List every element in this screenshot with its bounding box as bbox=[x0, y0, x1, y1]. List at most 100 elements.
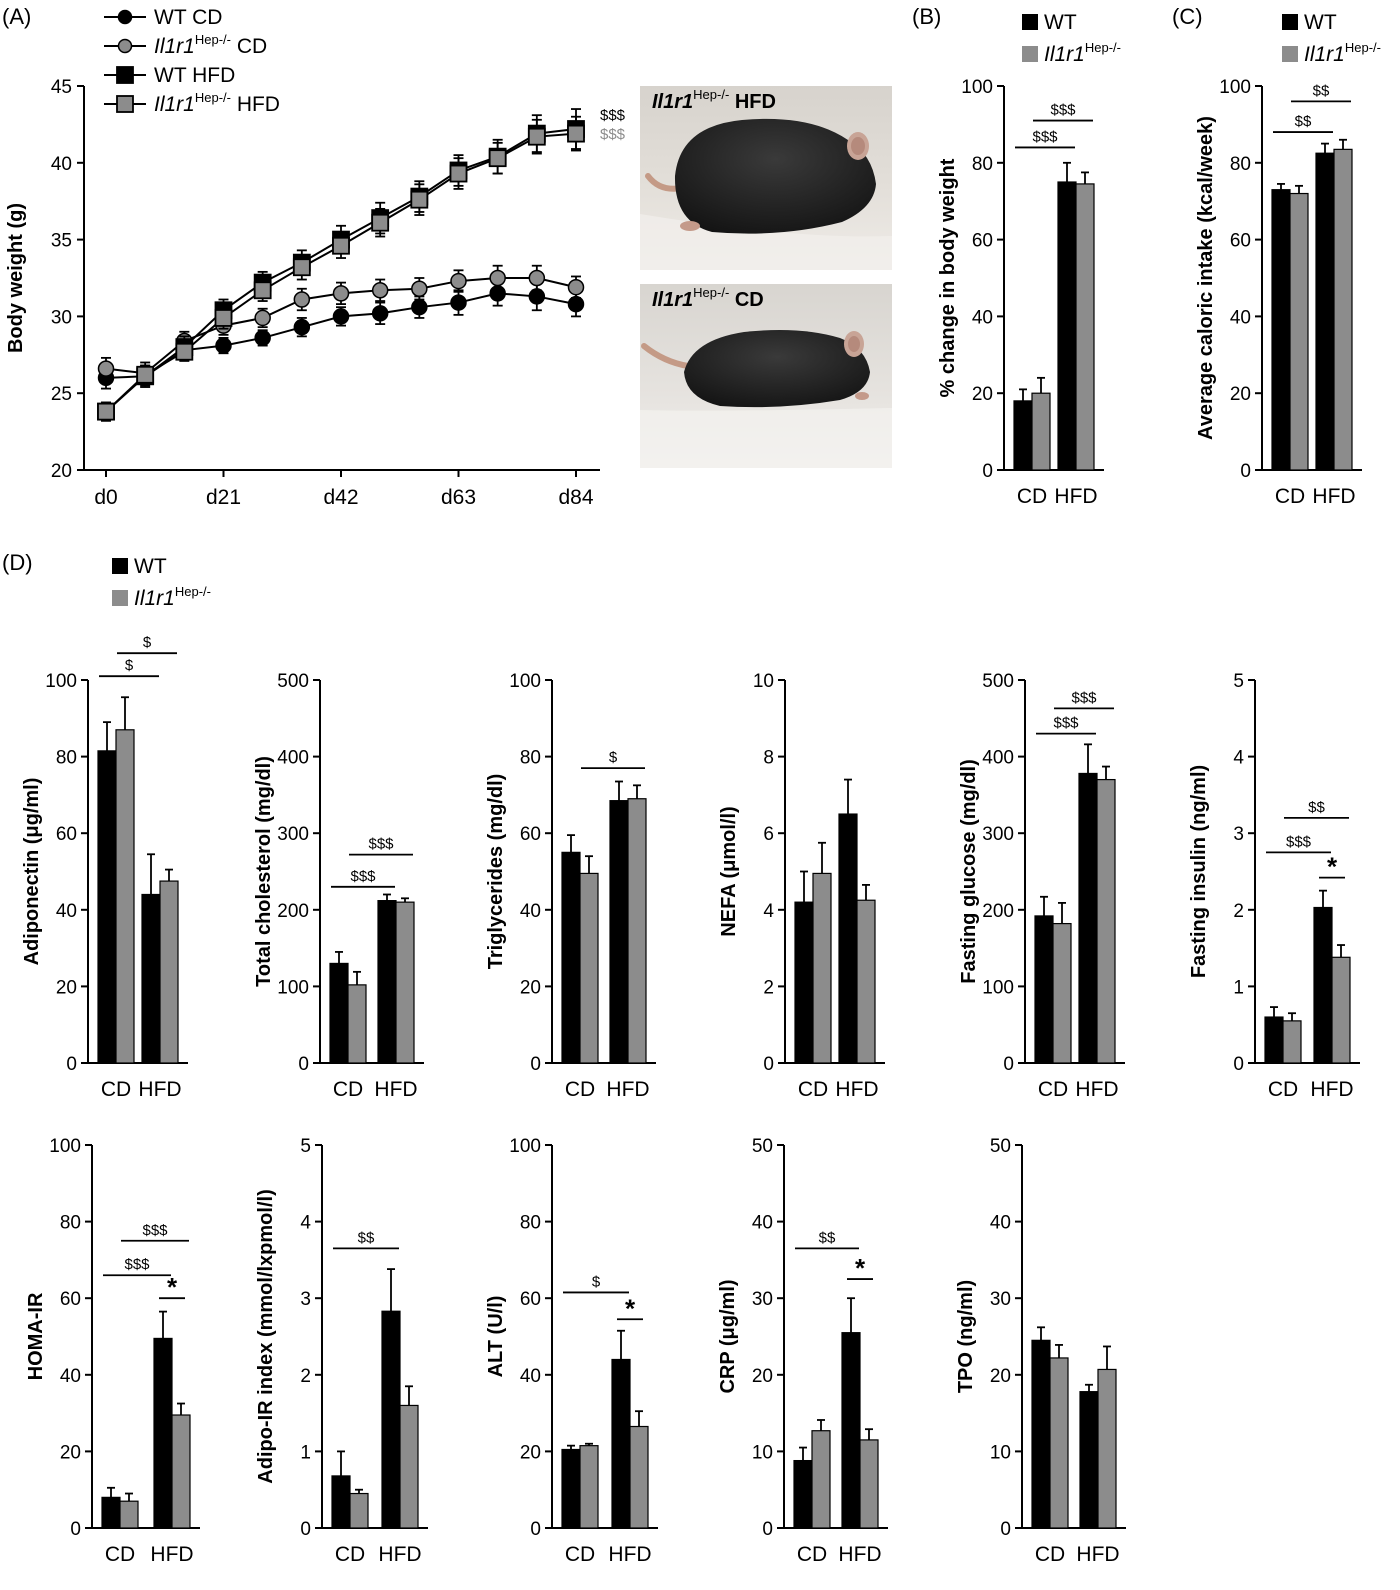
y-tick-label: 0 bbox=[1003, 1054, 1014, 1075]
bar-cd-ko bbox=[119, 1500, 139, 1529]
data-point bbox=[292, 258, 311, 277]
y-tick-label: 0 bbox=[1233, 1054, 1244, 1075]
legend-item-wt-cd: WT CD bbox=[104, 6, 222, 29]
y-tick-label: 0 bbox=[300, 1519, 311, 1540]
y-tick-label: 300 bbox=[277, 824, 309, 845]
y-tick-label: 1 bbox=[300, 1442, 311, 1463]
y-tick-label: 20 bbox=[51, 461, 72, 482]
category-label: CD bbox=[565, 1078, 595, 1101]
bar-hfd-wt bbox=[611, 1358, 631, 1529]
legend-suffix: HFD bbox=[186, 64, 235, 87]
bar-hfd-ko bbox=[399, 1404, 419, 1529]
legend-item-wt-hfd: WT HFD bbox=[104, 64, 235, 87]
category-label: CD bbox=[1017, 485, 1047, 508]
series-il1r1hep-hfd bbox=[97, 115, 585, 421]
chart-adipoir: 0 1 2 3 4 5 Adipo-IR index (mmol/lxpmol/l) CD HF… bbox=[255, 1136, 428, 1566]
significance-label: $ bbox=[143, 634, 152, 651]
y-tick-label: 100 bbox=[982, 977, 1014, 998]
legend-b-ko: Il1r1Hep-/- bbox=[1044, 40, 1121, 66]
bar-hfd-ko bbox=[395, 901, 415, 1064]
y-tick-label: 500 bbox=[277, 671, 309, 692]
y-tick-label: 80 bbox=[60, 1213, 81, 1234]
y-tick-label: 100 bbox=[509, 1136, 541, 1157]
data-point bbox=[410, 190, 429, 209]
mouse-photo-cd: Il1r1Hep-/- CD bbox=[640, 284, 892, 468]
chart-crp: 0 10 20 30 40 50 CRP (μg/ml) CD HFD $$ * bbox=[717, 1136, 888, 1566]
bar-cd-ko bbox=[579, 872, 599, 1064]
chart-B: 0 20 40 60 80 100 % change in body weight CD HFD… bbox=[937, 77, 1104, 508]
category-label: CD bbox=[565, 1543, 595, 1566]
data-point bbox=[449, 164, 468, 183]
data-point bbox=[527, 127, 546, 146]
y-tick-label: 10 bbox=[752, 1442, 773, 1463]
bar-cd-wt bbox=[1031, 1339, 1051, 1529]
chart-homa: 0 20 40 60 80 100 HOMA-IR CD HFD $$$ $$$ * bbox=[25, 1136, 200, 1566]
bar-hfd-wt bbox=[377, 900, 397, 1064]
bar-cd-wt bbox=[793, 1459, 813, 1529]
chart-adiponectin: 0 20 40 60 80 100 Adiponectin (μg/ml) CD HFD $ $ bbox=[21, 634, 188, 1101]
y-tick-label: 45 bbox=[51, 77, 72, 98]
y-tick-label: 30 bbox=[990, 1289, 1011, 1310]
y-tick-label: 200 bbox=[277, 901, 309, 922]
photo-label-cd: Il1r1Hep-/- CD bbox=[652, 285, 764, 311]
bar-cd-ko bbox=[1282, 1020, 1302, 1064]
y-tick-label: 40 bbox=[990, 1213, 1011, 1234]
y-tick-label: 3 bbox=[1233, 824, 1244, 845]
chart-alt: 0 20 40 60 80 100 ALT (U/l) CD HFD $ * bbox=[485, 1136, 658, 1566]
y-tick-label: 0 bbox=[982, 461, 993, 482]
data-point bbox=[215, 337, 232, 354]
y-tick-label: 80 bbox=[520, 1213, 541, 1234]
y-axis-label: ALT (U/l) bbox=[485, 1296, 507, 1378]
series-wt-hfd bbox=[97, 108, 585, 422]
bar-cd-wt bbox=[1271, 189, 1291, 471]
legend-suffix: CD bbox=[231, 35, 267, 58]
bar-hfd-wt bbox=[1057, 181, 1077, 471]
x-tick-label: d84 bbox=[558, 486, 593, 509]
category-label: CD bbox=[105, 1543, 135, 1566]
y-tick-label: 10 bbox=[990, 1442, 1011, 1463]
legend-b-wt: WT bbox=[1044, 11, 1077, 34]
x-tick-label: d42 bbox=[323, 486, 358, 509]
y-axis-label: TPO (ng/ml) bbox=[955, 1280, 977, 1393]
y-tick-label: 200 bbox=[982, 901, 1014, 922]
bar-cd-ko bbox=[1289, 192, 1309, 471]
bar-cd-wt bbox=[331, 1475, 351, 1529]
significance-label: $ bbox=[125, 657, 134, 674]
y-tick-label: 0 bbox=[298, 1054, 309, 1075]
star-label: * bbox=[167, 1272, 178, 1302]
panel-d-legend: WT Il1r1Hep-/- bbox=[112, 555, 211, 610]
y-tick-label: 40 bbox=[520, 1366, 541, 1387]
data-point bbox=[254, 329, 271, 347]
data-point bbox=[371, 282, 389, 299]
y-tick-label: 300 bbox=[982, 824, 1014, 845]
body-weight-line-chart: 20 25 30 35 40 45 d0 d21 d42 d63 d84 Body weight (g… bbox=[5, 77, 626, 509]
y-tick-label: 4 bbox=[300, 1213, 311, 1234]
data-point bbox=[214, 309, 233, 327]
y-tick-label: 100 bbox=[45, 671, 77, 692]
data-point bbox=[332, 236, 350, 255]
bar-cd-ko bbox=[115, 729, 135, 1064]
legend-c-ko: Il1r1Hep-/- bbox=[1304, 40, 1381, 66]
panel-b-legend: WT Il1r1Hep-/- bbox=[1022, 11, 1121, 66]
significance-label: $$ bbox=[819, 1229, 836, 1246]
y-tick-label: 50 bbox=[752, 1136, 773, 1157]
y-tick-label: 80 bbox=[972, 154, 993, 175]
significance-label: $$ bbox=[1295, 113, 1312, 130]
bar-hfd-ko bbox=[1097, 1368, 1117, 1529]
category-label: HFD bbox=[838, 1543, 881, 1566]
y-tick-label: 10 bbox=[753, 671, 774, 692]
bar-cd-wt bbox=[97, 750, 117, 1064]
category-label: CD bbox=[1035, 1543, 1065, 1566]
y-tick-label: 60 bbox=[520, 824, 541, 845]
bar-hfd-wt bbox=[141, 893, 161, 1064]
y-tick-label: 2 bbox=[1233, 901, 1244, 922]
y-tick-label: 20 bbox=[752, 1366, 773, 1387]
bar-hfd-wt bbox=[838, 813, 858, 1064]
legend-sup: Hep-/- bbox=[195, 90, 231, 105]
y-tick-label: 40 bbox=[520, 901, 541, 922]
bar-hfd-ko bbox=[1096, 778, 1116, 1064]
category-label: HFD bbox=[1310, 1078, 1353, 1101]
legend-marker bbox=[117, 38, 133, 54]
y-tick-label: 0 bbox=[70, 1519, 81, 1540]
category-label: HFD bbox=[378, 1543, 421, 1566]
